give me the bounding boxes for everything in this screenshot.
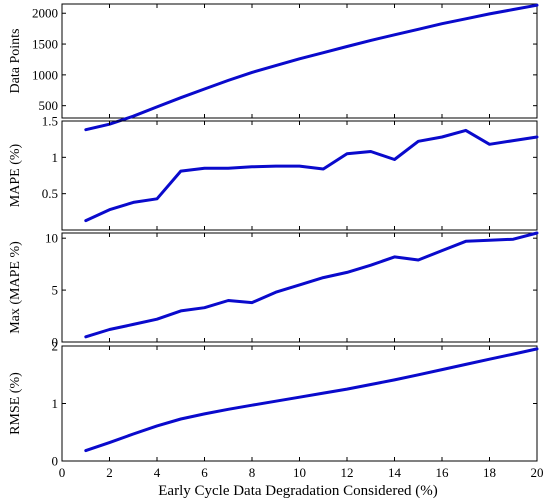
y-tick-label: 2	[52, 339, 59, 354]
x-tick-label: 14	[388, 465, 402, 480]
y-tick-label: 0	[52, 454, 59, 469]
y-axis-label: RMSE (%)	[8, 372, 23, 435]
x-tick-label: 0	[59, 465, 66, 480]
panel-3: 0 5 10 Max (MAPE %)	[8, 231, 539, 350]
y-tick-label: 2000	[32, 6, 58, 21]
series-line	[84, 231, 539, 339]
x-tick-label: 18	[483, 465, 496, 480]
y-axis-label: Data Points	[8, 29, 23, 94]
series-line	[84, 347, 539, 453]
y-tick-label: 10	[45, 231, 58, 246]
y-tick-label: 1500	[32, 37, 58, 52]
x-tick-label: 2	[106, 465, 113, 480]
y-tick-label: 1	[52, 396, 59, 411]
x-tick-label: 6	[201, 465, 208, 480]
panel-frame	[61, 120, 538, 231]
x-tick-label: 8	[249, 465, 256, 480]
x-axis-label: Early Cycle Data Degradation Considered …	[158, 483, 437, 499]
x-tick-label: 4	[154, 465, 161, 480]
x-tick-label: 16	[436, 465, 450, 480]
panel-frame	[61, 3, 538, 119]
panel-4: 0 1 2 RMSE (%)	[8, 339, 539, 469]
y-tick-label: 1	[52, 150, 59, 165]
y-tick-label: 0.5	[42, 186, 58, 201]
y-tick-label: 1.5	[42, 114, 58, 129]
series-line	[84, 3, 539, 132]
y-tick-label: 5	[52, 283, 59, 298]
y-tick-label: 1000	[32, 67, 58, 82]
y-tick-label: 500	[39, 98, 59, 113]
y-axis-label: Max (MAPE %)	[8, 241, 23, 334]
x-tick-label: 12	[341, 465, 354, 480]
panel-1: 500 1000 1500 2000 Data Points	[8, 3, 539, 132]
panel-2: 0.5 1 1.5 MAPE (%)	[8, 114, 539, 231]
x-tick-label: 10	[293, 465, 306, 480]
x-axis: 0 2 4 6 8 10 12 14 16 18 20	[59, 465, 544, 480]
y-tick-label: 0	[52, 335, 59, 350]
series-line	[84, 128, 539, 223]
y-axis-label: MAPE (%)	[8, 143, 23, 207]
x-tick-label: 20	[531, 465, 544, 480]
